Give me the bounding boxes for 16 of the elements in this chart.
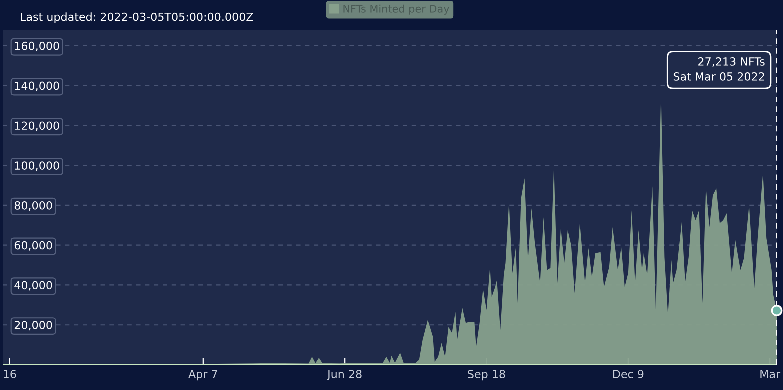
y-tick-label: 120,000 xyxy=(15,122,60,132)
x-tick-label: Jun 28 xyxy=(326,370,362,381)
x-tick-label: 16 xyxy=(4,370,16,378)
y-tick-label: 80,000 xyxy=(14,201,52,211)
y-tick-label: 40,000 xyxy=(14,281,52,291)
x-tick-label: Sep 18 xyxy=(468,370,506,381)
annotation: 27,213 NFTs Sat Mar 05 2022 xyxy=(674,58,765,81)
x-tick-label: Dec 9 xyxy=(613,370,644,378)
y-tick-label: 20,000 xyxy=(14,321,52,331)
y-tick-label: 140,000 xyxy=(15,82,60,92)
y-tick-label: 160,000 xyxy=(15,42,60,52)
y-tick-label: 100,000 xyxy=(15,162,60,172)
chart-title: Last updated: 2022-03-05T05:00:00.000Z xyxy=(21,12,254,24)
x-tick-label: Apr 7 xyxy=(188,370,218,381)
y-tick-label: 60,000 xyxy=(14,241,52,251)
x-tick-label: Mar xyxy=(760,370,781,378)
